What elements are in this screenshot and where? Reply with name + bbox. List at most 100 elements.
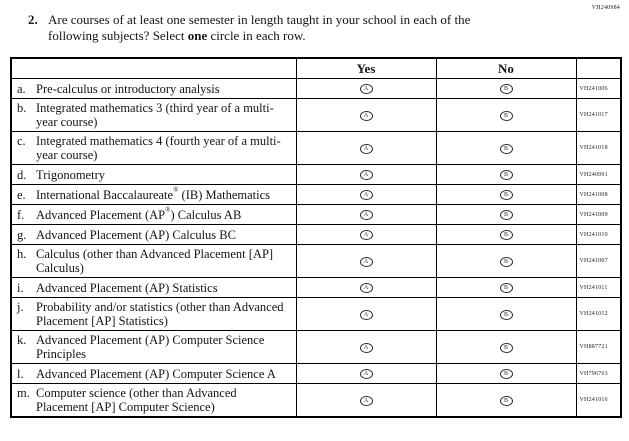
column-header-subject <box>10 57 297 79</box>
row-label: Probability and/or statistics (other tha… <box>36 300 284 328</box>
subject-cell: h. Calculus (other than Advanced Placeme… <box>10 244 297 278</box>
row-label: Advanced Placement (AP) Calculus BC <box>36 227 236 242</box>
row-letter: k. <box>17 333 27 347</box>
yes-option-oval[interactable]: A <box>359 110 373 121</box>
yes-option-oval[interactable]: A <box>359 84 373 95</box>
yes-option-oval[interactable]: A <box>359 395 373 406</box>
yes-option-oval[interactable]: A <box>359 342 373 353</box>
yes-option-oval[interactable]: A <box>359 230 373 241</box>
no-option-oval[interactable]: B <box>499 256 513 267</box>
row-code: VH241016 <box>575 383 622 418</box>
no-cell: B <box>435 204 577 225</box>
yes-option-oval[interactable]: A <box>359 369 373 380</box>
question-number: 2. <box>28 12 38 27</box>
no-option-oval[interactable]: B <box>499 210 513 221</box>
no-option-oval[interactable]: B <box>499 143 513 154</box>
column-header-code <box>575 57 622 79</box>
header-row: Yes No <box>10 57 622 79</box>
no-oval-letter: B <box>503 344 508 351</box>
no-cell: B <box>435 244 577 278</box>
subject-cell: d. Trigonometry <box>10 164 297 185</box>
yes-cell: A <box>295 164 437 185</box>
yes-oval-letter: A <box>363 397 369 404</box>
table-row: b. Integrated mathematics 3 (third year … <box>10 98 622 132</box>
no-option-oval[interactable]: B <box>499 395 513 406</box>
column-header-yes: Yes <box>295 57 437 79</box>
table-row: i. Advanced Placement (AP) Statistics A … <box>10 277 622 298</box>
row-label: Advanced Placement (AP®) Calculus AB <box>36 206 242 222</box>
row-code: VH241007 <box>575 244 622 278</box>
no-option-oval[interactable]: B <box>499 369 513 380</box>
yes-oval-letter: A <box>363 172 369 179</box>
subject-cell: k. Advanced Placement (AP) Computer Scie… <box>10 330 297 364</box>
row-label: Advanced Placement (AP) Computer Science… <box>36 333 265 361</box>
question-text-bold-word: one <box>187 28 208 43</box>
no-oval-letter: B <box>503 86 508 93</box>
no-cell: B <box>435 330 577 364</box>
row-letter: f. <box>17 207 25 222</box>
row-code: VH241017 <box>575 98 622 132</box>
yes-oval-letter: A <box>363 371 369 378</box>
row-letter: m. <box>17 386 30 400</box>
no-option-oval[interactable]: B <box>499 110 513 121</box>
subject-cell: a. Pre-calculus or introductory analysis <box>10 78 297 99</box>
yes-oval-letter: A <box>363 212 369 219</box>
no-oval-letter: B <box>503 258 508 265</box>
no-oval-letter: B <box>503 145 508 152</box>
row-label: Pre-calculus or introductory analysis <box>36 81 220 96</box>
subject-cell: j. Probability and/or statistics (other … <box>10 297 297 331</box>
yes-oval-letter: A <box>363 311 369 318</box>
yes-cell: A <box>295 224 437 245</box>
yes-option-oval[interactable]: A <box>359 190 373 201</box>
row-letter: h. <box>17 247 27 261</box>
yes-cell: A <box>295 277 437 298</box>
yes-cell: A <box>295 78 437 99</box>
yes-oval-letter: A <box>363 145 369 152</box>
yes-option-oval[interactable]: A <box>359 256 373 267</box>
yes-oval-letter: A <box>363 232 369 239</box>
table-row: e. International Baccalaureate® (IB) Mat… <box>10 184 622 205</box>
yes-option-oval[interactable]: A <box>359 143 373 154</box>
no-option-oval[interactable]: B <box>499 190 513 201</box>
no-cell: B <box>435 184 577 205</box>
no-option-oval[interactable]: B <box>499 283 513 294</box>
row-code: VH241009 <box>575 204 622 225</box>
no-oval-letter: B <box>503 112 508 119</box>
yes-oval-letter: A <box>363 112 369 119</box>
yes-option-oval[interactable]: A <box>359 170 373 181</box>
question-text-segment: Are courses of at least one semester in … <box>48 12 471 43</box>
no-cell: B <box>435 78 577 99</box>
row-letter: c. <box>17 134 26 148</box>
no-cell: B <box>435 297 577 331</box>
no-oval-letter: B <box>503 172 508 179</box>
no-option-oval[interactable]: B <box>499 342 513 353</box>
yes-option-oval[interactable]: A <box>359 283 373 294</box>
yes-cell: A <box>295 244 437 278</box>
row-code: VH241006 <box>575 78 622 99</box>
no-cell: B <box>435 131 577 165</box>
yes-cell: A <box>295 131 437 165</box>
no-option-oval[interactable]: B <box>499 309 513 320</box>
table-row: a. Pre-calculus or introductory analysis… <box>10 78 622 99</box>
no-cell: B <box>435 98 577 132</box>
yes-oval-letter: A <box>363 86 369 93</box>
no-option-oval[interactable]: B <box>499 230 513 241</box>
table-row: c. Integrated mathematics 4 (fourth year… <box>10 131 622 165</box>
row-letter: i. <box>17 280 24 295</box>
column-header-no: No <box>435 57 577 79</box>
no-option-oval[interactable]: B <box>499 170 513 181</box>
no-oval-letter: B <box>503 285 508 292</box>
no-oval-letter: B <box>503 311 508 318</box>
no-oval-letter: B <box>503 232 508 239</box>
question: 2. Are courses of at least one semester … <box>28 12 498 44</box>
table-row: k. Advanced Placement (AP) Computer Scie… <box>10 330 622 364</box>
yes-option-oval[interactable]: A <box>359 309 373 320</box>
yes-cell: A <box>295 204 437 225</box>
table-row: h. Calculus (other than Advanced Placeme… <box>10 244 622 278</box>
question-text-segment: circle in each row. <box>207 28 306 43</box>
row-code: VH241018 <box>575 131 622 165</box>
yes-option-oval[interactable]: A <box>359 210 373 221</box>
no-option-oval[interactable]: B <box>499 84 513 95</box>
courses-table: Yes No a. Pre-calculus or introductory a… <box>10 57 622 418</box>
yes-cell: A <box>295 98 437 132</box>
